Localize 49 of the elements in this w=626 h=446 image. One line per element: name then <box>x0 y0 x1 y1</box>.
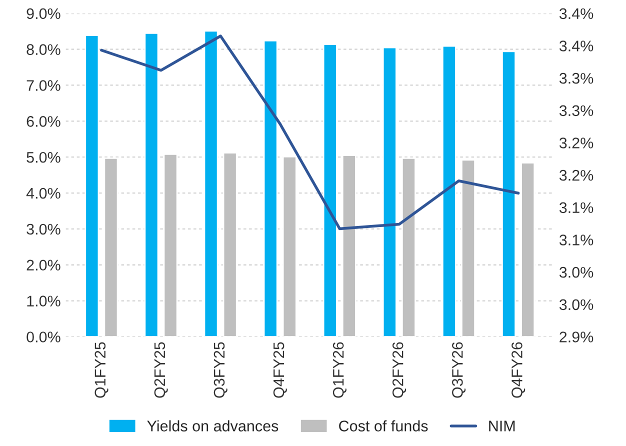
x-tick-label: Q1FY25 <box>94 342 108 398</box>
bar <box>461 159 476 337</box>
x-tick-label: Q1FY26 <box>332 342 346 398</box>
x-tick-label: Q4FY26 <box>512 342 526 398</box>
y-tick-label: 1.0% <box>27 296 60 306</box>
legend-label: Cost of funds <box>339 420 428 432</box>
y-tick-label: 9.0% <box>26 8 60 20</box>
bar <box>263 40 278 337</box>
bar <box>204 30 218 337</box>
bar <box>401 157 416 337</box>
bar <box>342 154 356 337</box>
y2-tick-label: 3.1% <box>559 234 594 246</box>
bar <box>322 44 338 337</box>
y2-tick-label: 3.2% <box>559 138 594 148</box>
bar <box>144 32 159 337</box>
bar <box>84 34 100 337</box>
y2-tick-label: 2.9% <box>560 332 594 342</box>
bar <box>442 45 456 337</box>
bar <box>502 50 516 337</box>
legend-label: Yields on advances <box>147 420 278 432</box>
x-tick-label: Q3FY25 <box>214 342 228 398</box>
y-tick-label: 5.0% <box>26 152 60 163</box>
y2-tick-label: 3.2% <box>559 170 594 181</box>
y-tick-label: 2.0% <box>26 260 60 271</box>
line-series <box>100 34 520 230</box>
y2-tick-label: 3.0% <box>559 299 594 310</box>
y2-tick-label: 3.4% <box>559 40 594 52</box>
y-tick-label: 7.0% <box>26 80 60 91</box>
bar <box>520 162 536 337</box>
y-tick-label: 4.0% <box>26 188 60 199</box>
y-tick-label: 8.0% <box>26 44 60 55</box>
bar <box>104 157 118 337</box>
x-tick-label: Q2FY25 <box>154 342 168 398</box>
y-tick-label: 6.0% <box>26 116 60 127</box>
y-tick-label: 3.0% <box>26 224 60 235</box>
y2-tick-label: 3.1% <box>559 202 594 214</box>
y2-tick-label: 3.3% <box>559 105 594 116</box>
y2-tick-label: 3.3% <box>559 72 594 84</box>
bar <box>282 156 297 337</box>
x-tick-label: Q2FY26 <box>392 342 406 398</box>
y2-tick-label: 3.4% <box>559 8 594 20</box>
x-tick-label: Q3FY26 <box>452 342 466 398</box>
legend-label: NIM <box>489 420 515 432</box>
bar <box>382 46 397 337</box>
y-tick-label: 0.0% <box>26 332 60 342</box>
x-tick-label: Q4FY25 <box>273 342 287 398</box>
y2-tick-label: 3.0% <box>559 266 594 278</box>
bar <box>222 152 238 337</box>
bar <box>163 154 178 337</box>
